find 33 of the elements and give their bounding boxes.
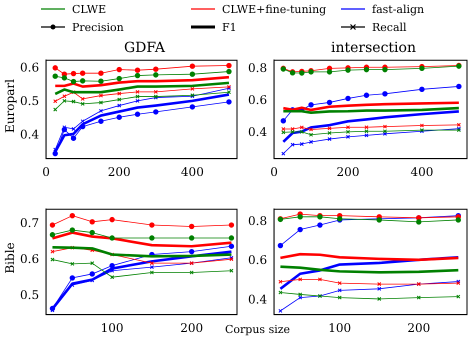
x-axis-title: Corpus size bbox=[225, 323, 290, 336]
chart-title: GDFA bbox=[122, 40, 166, 56]
y-tick-label: 0.5 bbox=[20, 288, 40, 302]
x-tick-label: 0 bbox=[42, 164, 50, 179]
y-axis-title: Bible bbox=[3, 241, 17, 276]
x-tick-label: 400 bbox=[180, 164, 204, 179]
chart-title: intersection bbox=[330, 40, 417, 56]
y-tick-label: 0.8 bbox=[248, 214, 268, 228]
y-tick-label: 0.4 bbox=[20, 127, 40, 142]
text: F1 bbox=[222, 20, 237, 34]
text: Recall bbox=[372, 20, 407, 34]
y-tick-label: 0.7 bbox=[20, 216, 40, 230]
x-tick-label: 200 bbox=[108, 164, 131, 179]
legend-label: fast-align bbox=[372, 2, 424, 16]
text: Precision bbox=[72, 20, 124, 34]
y-tick-label: 0.4 bbox=[248, 292, 268, 306]
y-tick-label: 0.6 bbox=[20, 252, 40, 266]
x-tick-label: 200 bbox=[407, 320, 430, 335]
y-tick-label: 0.4 bbox=[248, 125, 268, 140]
x-tick-label: 0 bbox=[270, 164, 278, 179]
legend-label: CLWE bbox=[72, 2, 106, 16]
y-tick-label: 0.6 bbox=[20, 60, 40, 75]
x-tick-label: 200 bbox=[180, 320, 204, 335]
legend-label: CLWE+fine-tuning bbox=[222, 2, 326, 16]
x-tick-label: 100 bbox=[100, 320, 124, 335]
x-tick-label: 100 bbox=[328, 320, 352, 335]
x-tick-label: 200 bbox=[336, 164, 360, 179]
x-tick-label: 400 bbox=[410, 164, 434, 179]
y-tick-label: 0.8 bbox=[248, 61, 268, 76]
y-tick-label: 0.6 bbox=[248, 253, 268, 268]
y-axis-title: Europarl bbox=[3, 78, 17, 134]
y-tick-label: 0.5 bbox=[20, 94, 40, 108]
y-tick-label: 0.6 bbox=[248, 93, 268, 108]
